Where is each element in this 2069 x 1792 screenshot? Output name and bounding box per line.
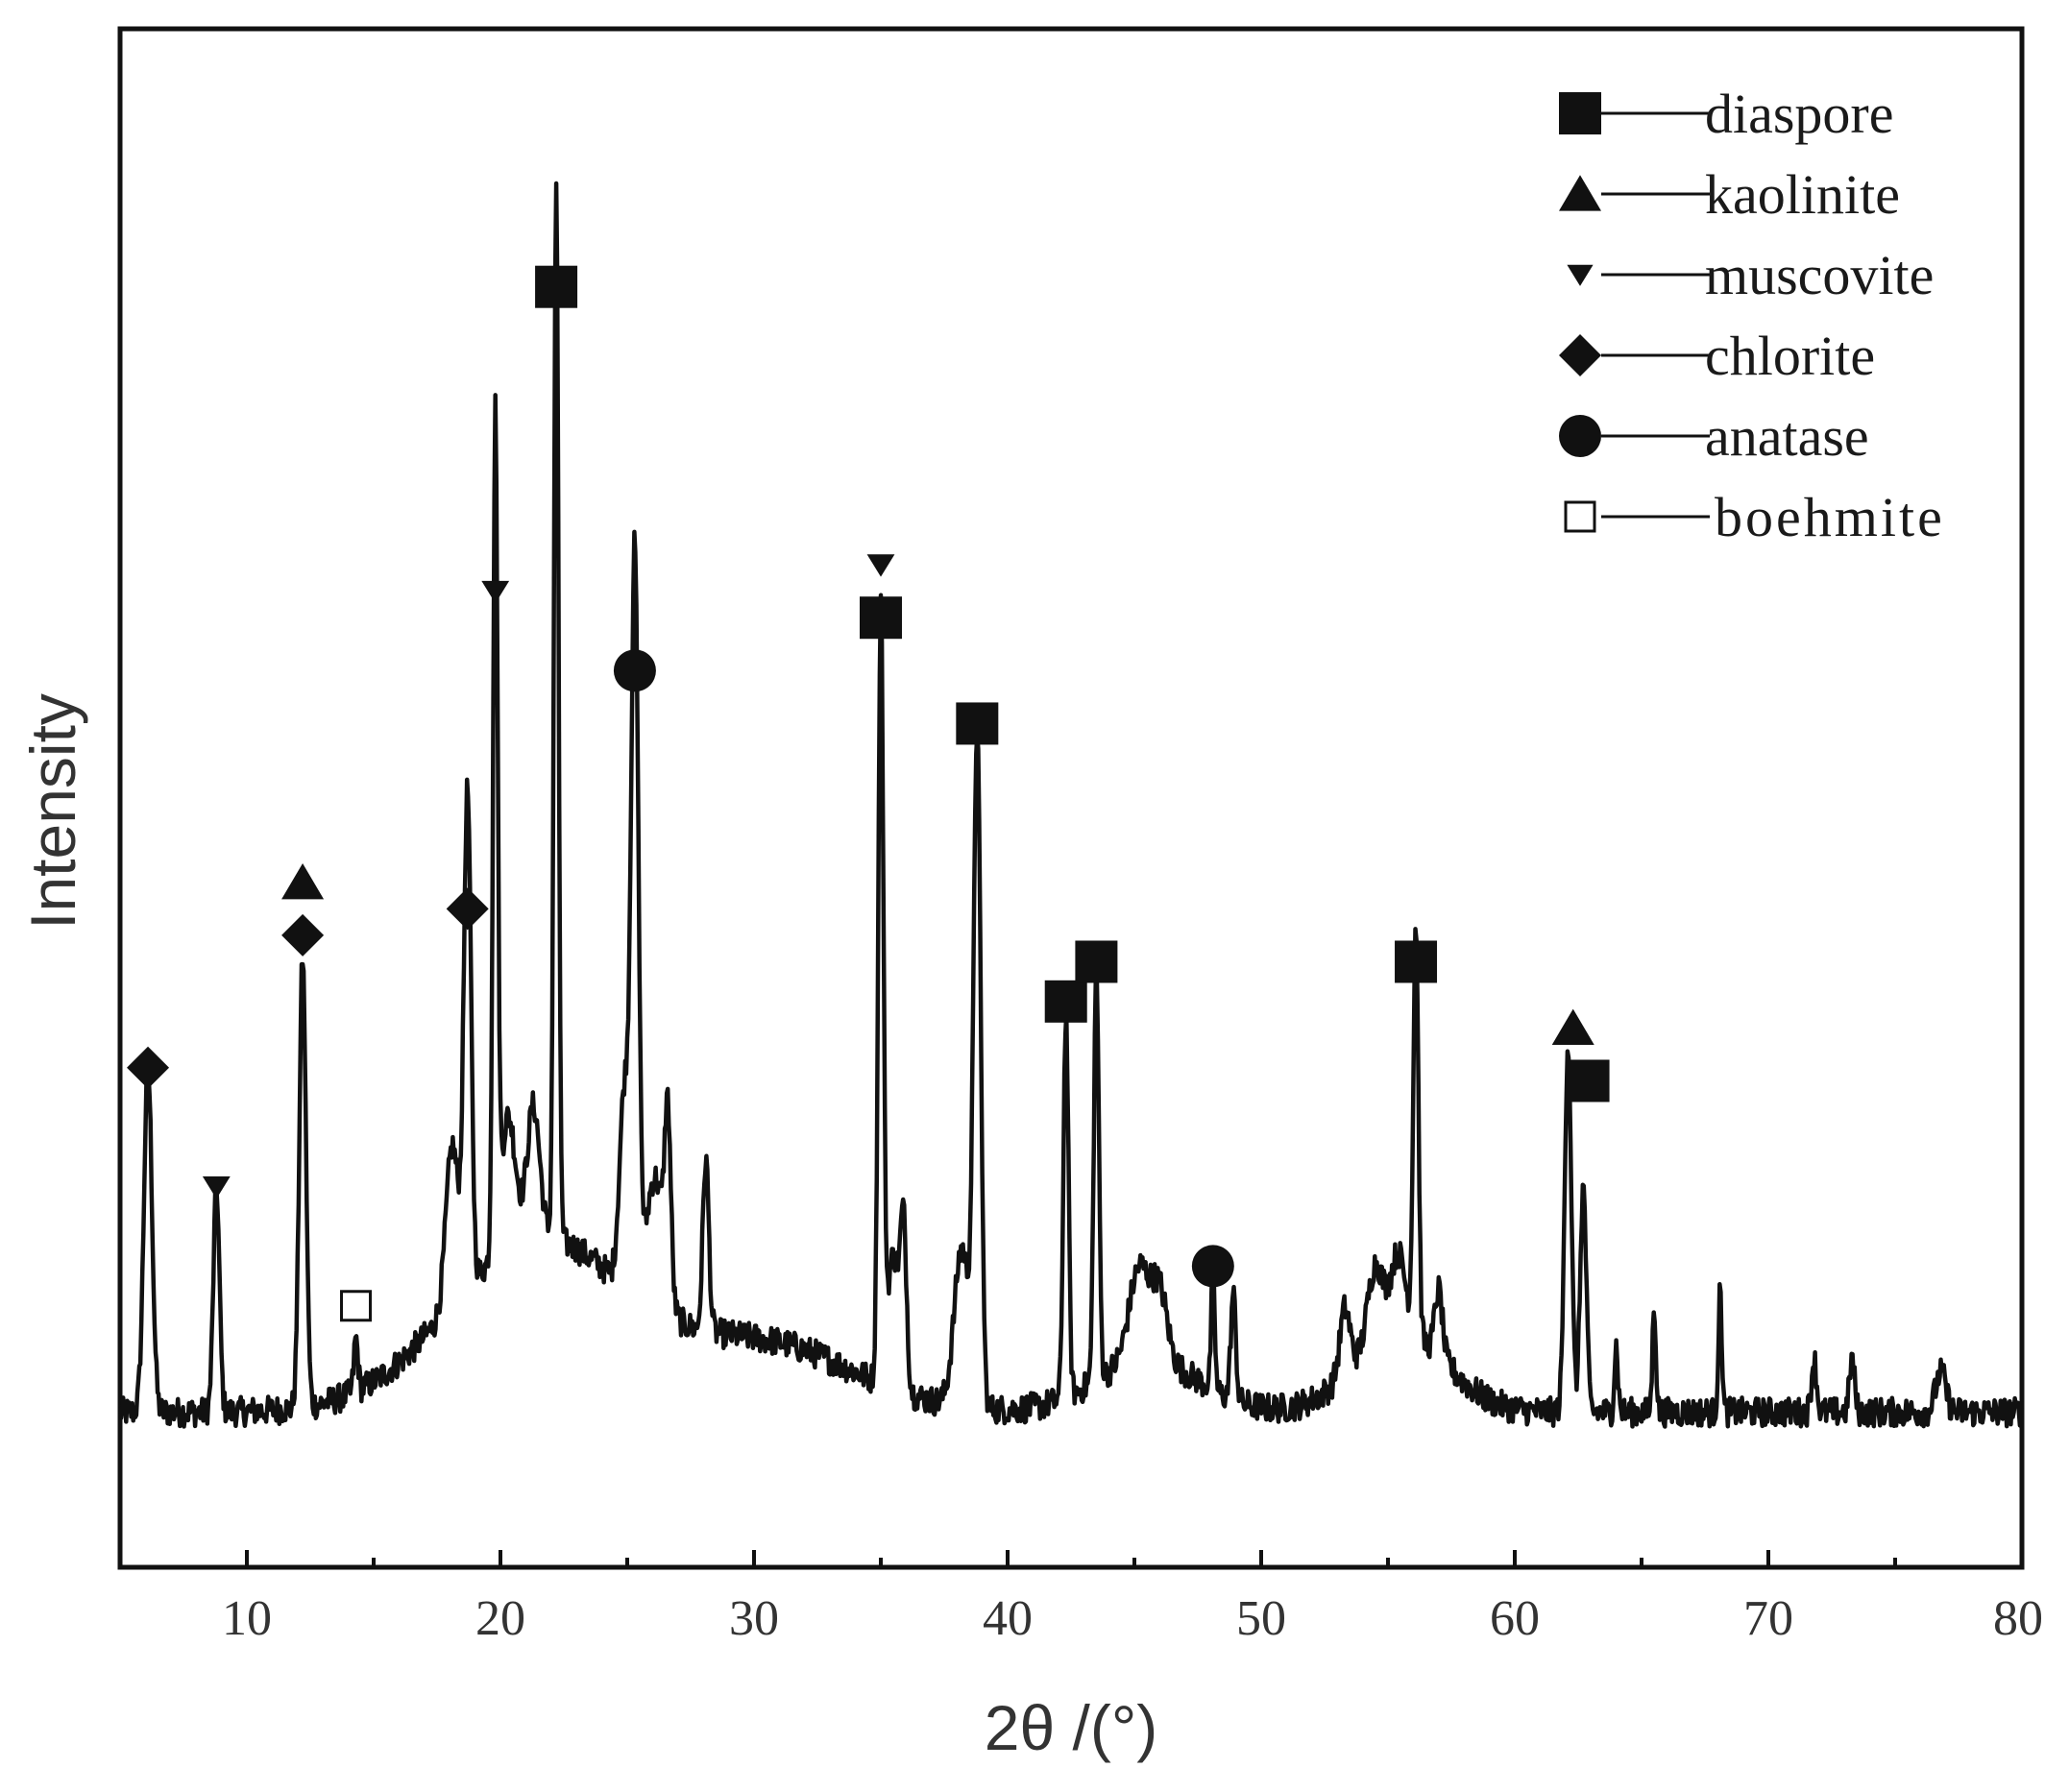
x-axis-title: 2θ /(°) bbox=[985, 1692, 1157, 1763]
diaspore-peak-marker bbox=[1567, 1059, 1610, 1102]
anatase-legend-icon bbox=[1559, 415, 1601, 457]
diaspore-legend-icon bbox=[1559, 92, 1601, 134]
diaspore-peak-marker bbox=[860, 596, 902, 640]
muscovite-legend-icon bbox=[1567, 264, 1594, 286]
chlorite-peak-marker bbox=[446, 887, 489, 931]
x-tick-label: 40 bbox=[983, 1591, 1033, 1646]
x-tick-label: 20 bbox=[475, 1591, 525, 1646]
x-tick-label: 30 bbox=[729, 1591, 779, 1646]
x-tick-label: 60 bbox=[1490, 1591, 1540, 1646]
diaspore-peak-marker bbox=[535, 265, 578, 308]
legend-label-kaolinite: kaolinite bbox=[1705, 163, 1900, 226]
x-tick-label: 80 bbox=[1993, 1591, 2043, 1646]
phase-markers bbox=[127, 265, 1610, 1322]
diaspore-peak-marker bbox=[1395, 940, 1438, 983]
legend-label-anatase: anatase bbox=[1705, 405, 1869, 468]
chlorite-legend-icon bbox=[1559, 334, 1601, 376]
legend: diaspore kaolinite muscovite chlorite anatas… bbox=[1559, 83, 1945, 548]
legend-label-chlorite: chlorite bbox=[1705, 325, 1875, 387]
boehmite-legend-icon bbox=[1564, 500, 1596, 533]
anatase-peak-marker bbox=[1191, 1245, 1234, 1288]
kaolinite-peak-marker bbox=[281, 863, 325, 900]
legend-label-muscovite: muscovite bbox=[1705, 244, 1934, 306]
diaspore-peak-marker bbox=[1044, 980, 1087, 1023]
legend-label-diaspore: diaspore bbox=[1705, 83, 1894, 145]
plot-frame bbox=[117, 26, 2025, 1570]
x-tick-label: 70 bbox=[1743, 1591, 1793, 1646]
anatase-peak-marker bbox=[613, 649, 656, 692]
chlorite-peak-marker bbox=[281, 913, 325, 957]
muscovite-peak-marker bbox=[481, 580, 510, 604]
diaspore-peak-marker bbox=[956, 702, 999, 745]
x-tick-label: 10 bbox=[222, 1591, 272, 1646]
kaolinite-peak-marker bbox=[1551, 1008, 1594, 1045]
x-tick-label: 50 bbox=[1236, 1591, 1286, 1646]
muscovite-peak-marker bbox=[866, 554, 895, 577]
kaolinite-legend-icon bbox=[1559, 175, 1601, 211]
muscovite-peak-marker bbox=[202, 1175, 231, 1199]
boehmite-peak-marker bbox=[340, 1290, 373, 1322]
y-axis-title: Intensity bbox=[17, 693, 88, 930]
legend-label-boehmite: boehmite bbox=[1715, 486, 1945, 548]
diaspore-peak-marker bbox=[1075, 940, 1118, 983]
x-axis-ticks: 10 20 30 40 50 60 70 80 bbox=[222, 1550, 2043, 1646]
xrd-trace-line bbox=[117, 181, 2025, 1429]
chlorite-peak-marker bbox=[127, 1046, 170, 1089]
